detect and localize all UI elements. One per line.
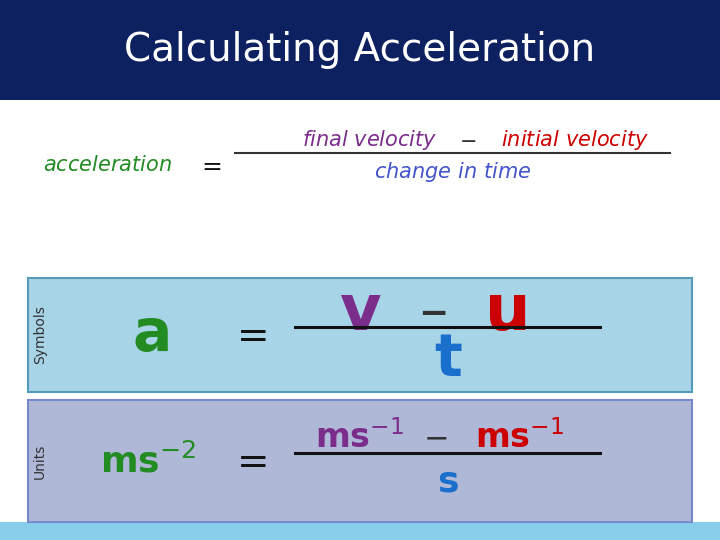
Text: Symbols: Symbols [33, 306, 47, 365]
Text: $\mathit{change\ in\ time}$: $\mathit{change\ in\ time}$ [374, 160, 532, 184]
Text: $\mathit{acceleration}$: $\mathit{acceleration}$ [43, 155, 173, 175]
Text: $\mathbf{a}$: $\mathbf{a}$ [132, 307, 168, 363]
Text: $\mathbf{u}$: $\mathbf{u}$ [484, 281, 526, 343]
Text: $\mathbf{s}$: $\mathbf{s}$ [437, 465, 459, 499]
Text: Units: Units [33, 443, 47, 478]
Text: $\mathit{final\ velocity}$: $\mathit{final\ velocity}$ [302, 128, 438, 152]
Text: ms$^{-1}$: ms$^{-1}$ [475, 421, 564, 455]
Bar [0, 100, 720, 280]
Text: ms$^{-1}$: ms$^{-1}$ [315, 421, 405, 455]
Text: $=$: $=$ [229, 442, 267, 480]
Text: $\mathit{initial\ velocity}$: $\mathit{initial\ velocity}$ [501, 128, 649, 152]
Bar [0, 0, 720, 100]
Text: $-$: $-$ [423, 423, 447, 453]
Text: $=$: $=$ [229, 316, 267, 354]
Bar [28, 400, 692, 522]
Text: $\mathbf{t}$: $\mathbf{t}$ [433, 332, 462, 388]
Bar [0, 522, 720, 540]
Text: $-$: $-$ [459, 130, 477, 150]
Text: ms$^{-2}$: ms$^{-2}$ [100, 443, 196, 479]
Text: $=$: $=$ [197, 153, 222, 177]
Bar [28, 278, 692, 392]
Text: $\mathbf{-}$: $\mathbf{-}$ [418, 295, 446, 329]
Text: $\mathbf{v}$: $\mathbf{v}$ [338, 281, 382, 343]
Text: Calculating Acceleration: Calculating Acceleration [125, 31, 595, 69]
